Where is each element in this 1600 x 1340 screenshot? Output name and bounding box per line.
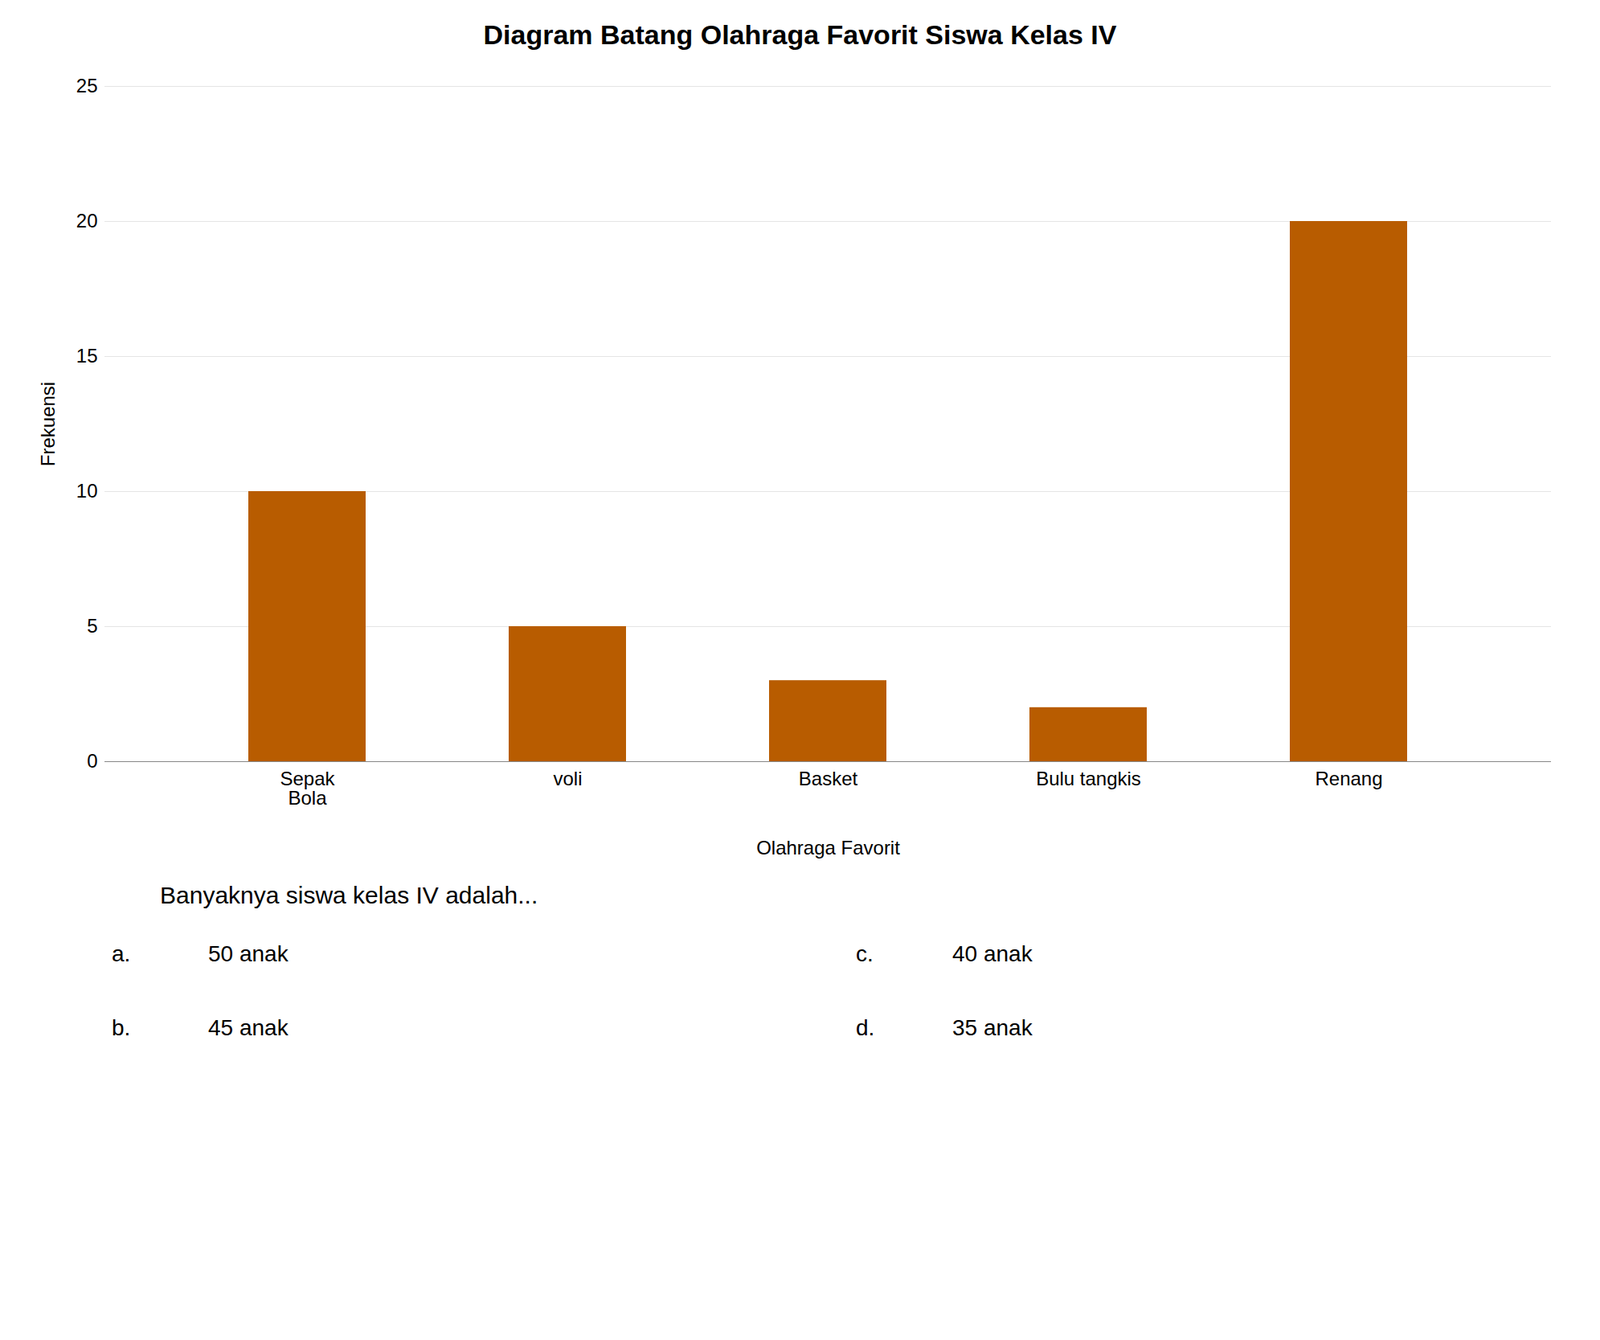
html-text:Diagram Batang Olahraga Favori: Diagram Batang Olahraga Favorit Siswa Ke… <box>483 19 1117 50</box>
html-text:Banyaknya siswa kelas IV adala: Banyaknya siswa kelas IV adalah... <box>159 881 538 909</box>
svg-text:SepakBola: SepakBola <box>279 767 336 809</box>
svg-text:Olahraga Favorit: Olahraga Favorit <box>756 836 901 859</box>
html-text:50 anak: 50 anak <box>208 941 289 966</box>
svg-text:voli: voli <box>552 767 582 790</box>
html-text:45 anak: 45 anak <box>208 1014 289 1040</box>
html-text:a.: a. <box>111 941 131 966</box>
svg-text:15: 15 <box>76 344 99 367</box>
svg-text:Bulu tangkis: Bulu tangkis <box>1035 767 1142 790</box>
html-text:40 anak: 40 anak <box>952 941 1033 966</box>
svg-text:Renang: Renang <box>1314 767 1383 790</box>
svg-text:0: 0 <box>86 749 98 772</box>
svg-text:Basket: Basket <box>798 767 859 790</box>
svg-text:Frekuensi: Frekuensi <box>36 381 59 467</box>
svg-text:5: 5 <box>86 614 98 637</box>
html-text:35 anak: 35 anak <box>952 1014 1033 1040</box>
svg-text:10: 10 <box>76 479 99 502</box>
svg-text:20: 20 <box>76 209 99 232</box>
html-text:c.: c. <box>855 941 874 966</box>
html-text:b.: b. <box>111 1014 131 1040</box>
html-text:d.: d. <box>855 1014 875 1040</box>
svg-text:25: 25 <box>76 74 99 97</box>
